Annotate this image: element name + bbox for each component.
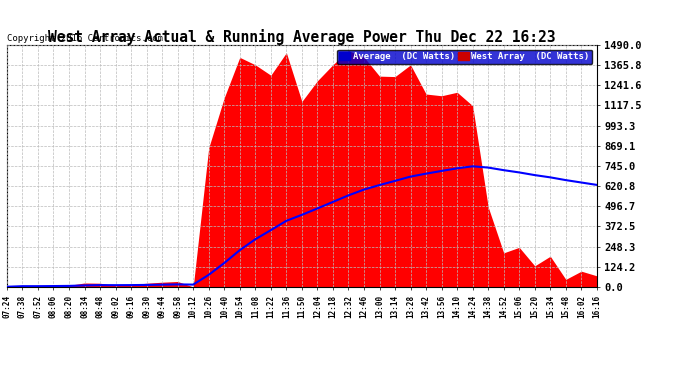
Text: Copyright 2016 Cartronics.com: Copyright 2016 Cartronics.com (7, 34, 163, 43)
Legend: Average  (DC Watts), West Array  (DC Watts): Average (DC Watts), West Array (DC Watts… (337, 50, 592, 64)
Title: West Array Actual & Running Average Power Thu Dec 22 16:23: West Array Actual & Running Average Powe… (48, 29, 555, 45)
